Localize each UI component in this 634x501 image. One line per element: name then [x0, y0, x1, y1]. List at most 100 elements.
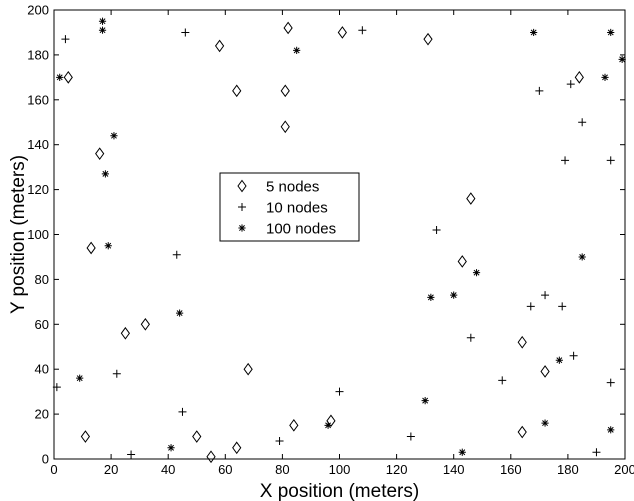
data-point-star [56, 73, 64, 81]
data-point-plus [406, 432, 415, 441]
y-tick-label: 140 [27, 137, 49, 152]
x-tick-label: 20 [104, 462, 118, 477]
data-point-star [421, 397, 429, 405]
legend-marker-plus [238, 203, 246, 211]
data-point-diamond [232, 441, 242, 455]
legend-label: 5 nodes [266, 179, 319, 196]
x-tick-label: 80 [275, 462, 289, 477]
series-star [56, 17, 626, 456]
data-point-star [110, 132, 118, 140]
data-point-plus [172, 250, 181, 259]
data-point-diamond [574, 70, 584, 84]
data-point-star [167, 444, 175, 452]
x-tick-label: 120 [386, 462, 408, 477]
data-point-diamond [283, 21, 293, 35]
data-point-plus [578, 118, 587, 127]
data-point-star [98, 17, 107, 25]
data-point-plus [335, 387, 344, 396]
data-point-plus [561, 156, 570, 165]
data-point-star [555, 356, 563, 364]
data-point-star [530, 28, 538, 37]
data-point-star [101, 170, 109, 178]
data-point-diamond [540, 365, 550, 378]
data-point-plus [498, 376, 507, 385]
x-tick-label: 180 [557, 462, 579, 477]
data-point-plus [592, 448, 601, 457]
x-tick-label: 40 [161, 462, 175, 477]
y-tick-label: 180 [27, 47, 49, 62]
data-point-plus [181, 28, 190, 37]
legend-label: 10 nodes [266, 200, 328, 217]
legend: 5 nodes 10 nodes 100 nodes [219, 172, 360, 242]
y-tick-label: 20 [35, 407, 49, 422]
x-tick-label: 60 [218, 462, 232, 477]
data-point-plus [466, 333, 475, 342]
series-plus [52, 26, 615, 459]
data-point-diamond [140, 317, 150, 331]
data-point-plus [432, 226, 441, 235]
data-point-diamond [243, 362, 253, 376]
data-point-diamond [280, 120, 290, 134]
data-point-diamond [95, 147, 105, 161]
data-point-star [578, 253, 586, 261]
data-point-star [98, 26, 107, 34]
data-point-star [541, 419, 549, 427]
data-point-star [618, 55, 626, 63]
data-point-diamond [423, 32, 433, 46]
data-point-star [458, 448, 466, 456]
y-tick-label: 120 [27, 182, 49, 197]
data-point-diamond [457, 255, 467, 268]
data-point-plus [606, 378, 615, 387]
data-point-plus [178, 407, 187, 416]
x-axis-title: X position (meters) [260, 481, 419, 501]
y-tick-label: 40 [35, 362, 49, 377]
y-tick-label: 100 [27, 227, 49, 242]
data-point-diamond [289, 418, 299, 432]
y-axis-title: Y position (meters) [8, 155, 29, 314]
data-point-plus [541, 291, 550, 300]
legend-marker-star [238, 224, 246, 232]
data-point-star [324, 421, 332, 429]
data-point-diamond [337, 26, 347, 39]
data-point-diamond [326, 414, 336, 428]
data-point-plus [566, 80, 575, 89]
data-point-plus [275, 437, 284, 446]
x-tick-label: 0 [50, 462, 57, 477]
data-point-plus [526, 302, 535, 311]
data-point-plus [606, 156, 615, 165]
marks-layer [52, 17, 626, 464]
data-point-star [472, 269, 481, 277]
data-point-plus [569, 351, 578, 360]
data-point-plus [358, 26, 367, 35]
data-point-plus [112, 369, 121, 378]
data-point-plus [127, 450, 136, 459]
y-tick-label: 0 [42, 452, 49, 467]
data-point-star [601, 73, 609, 81]
x-tick-label: 200 [614, 462, 634, 477]
data-point-diamond [232, 84, 242, 98]
plot-area-frame [53, 9, 626, 460]
data-point-star [427, 293, 435, 301]
x-tick-label: 160 [500, 462, 522, 477]
x-tick-label: 100 [329, 462, 351, 477]
data-point-diamond [214, 39, 225, 53]
legend-marker-diamond [237, 179, 247, 193]
data-point-diamond [206, 450, 216, 464]
data-point-diamond [80, 430, 91, 443]
data-point-diamond [280, 84, 290, 98]
data-point-star [293, 46, 301, 55]
data-point-diamond [63, 70, 73, 84]
data-point-star [176, 309, 184, 317]
data-point-plus [558, 302, 567, 311]
data-point-diamond [466, 192, 476, 205]
legend-label: 100 nodes [266, 221, 336, 238]
y-tick-label: 200 [27, 3, 49, 18]
data-point-diamond [86, 241, 96, 255]
data-point-plus [61, 35, 70, 44]
data-point-plus [535, 86, 544, 95]
data-point-star [450, 291, 458, 299]
data-point-diamond [517, 335, 527, 349]
data-point-star [104, 242, 112, 250]
y-tick-label: 80 [35, 272, 49, 287]
